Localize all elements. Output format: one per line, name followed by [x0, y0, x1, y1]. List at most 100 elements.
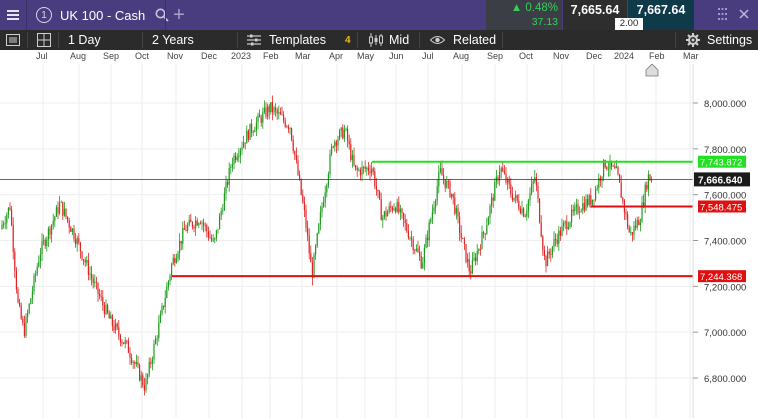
- candle-body: [470, 271, 472, 274]
- candle-body: [358, 169, 360, 171]
- candle-body: [295, 155, 297, 161]
- candle-body: [31, 291, 33, 299]
- candle-body: [196, 220, 198, 226]
- settings-button[interactable]: Settings: [686, 30, 752, 50]
- candle-body: [374, 171, 376, 186]
- candle-body: [35, 274, 37, 276]
- price-chart[interactable]: 7,743.872 7,548.475 7,244.368 7,666.640 8,0…: [0, 64, 758, 418]
- candle-body: [297, 160, 299, 175]
- minimize-icon[interactable]: [718, 8, 728, 20]
- candle-body: [108, 312, 110, 319]
- candle-body: [219, 215, 221, 230]
- candle-body: [585, 199, 587, 211]
- candle-body: [46, 239, 48, 246]
- candle-body: [555, 239, 557, 240]
- candle-body: [433, 207, 435, 212]
- candle-body: [60, 201, 62, 203]
- close-icon[interactable]: [739, 9, 749, 19]
- add-chart-button[interactable]: +: [165, 0, 192, 30]
- candle-body: [236, 157, 238, 160]
- time-axis-label: Jul: [36, 51, 48, 61]
- templates-button[interactable]: Templates 4: [247, 30, 351, 50]
- candle-body: [321, 206, 323, 213]
- interval-dropdown[interactable]: 1 Day: [68, 30, 101, 50]
- search-icon[interactable]: [155, 8, 169, 22]
- candle-body: [315, 246, 317, 255]
- candle-body: [367, 167, 369, 171]
- candle-body: [302, 194, 304, 203]
- candle-body: [300, 178, 302, 195]
- time-axis-label: Apr: [329, 51, 344, 61]
- candle-body: [564, 221, 566, 224]
- candle-body: [390, 206, 392, 208]
- candle-body: [641, 202, 643, 222]
- candle-body: [225, 182, 227, 194]
- candle-body: [636, 220, 638, 228]
- candle-body: [169, 275, 171, 282]
- candle-body: [633, 226, 635, 235]
- candle-body: [486, 225, 488, 234]
- candle-body: [471, 259, 473, 274]
- candle-body: [182, 228, 184, 244]
- candle-body: [167, 281, 169, 287]
- candle-body: [235, 155, 237, 160]
- related-button[interactable]: Related: [430, 30, 496, 50]
- candle-body: [91, 273, 93, 279]
- candle-body: [595, 188, 597, 200]
- candle-body: [94, 281, 96, 283]
- candle-body: [41, 240, 43, 255]
- period-dropdown[interactable]: 2 Years: [152, 30, 194, 50]
- candle-body: [388, 206, 390, 212]
- candle-body: [249, 123, 251, 140]
- price-type-dropdown[interactable]: Mid: [368, 30, 409, 50]
- candle-body: [190, 219, 192, 223]
- candle-body: [539, 198, 541, 223]
- candle-body: [468, 259, 470, 272]
- price-type-label: Mid: [389, 33, 410, 47]
- candle-body: [265, 107, 267, 117]
- candle-body: [627, 214, 629, 228]
- candle-body: [147, 374, 149, 379]
- candle-body: [211, 237, 213, 241]
- candle-body: [361, 166, 363, 176]
- main-menu-button[interactable]: [0, 0, 27, 30]
- candle-body: [158, 322, 160, 339]
- candle-body: [254, 130, 256, 133]
- candle-body: [185, 229, 187, 231]
- layout-button[interactable]: [37, 30, 51, 50]
- time-axis-label: Oct: [519, 51, 534, 61]
- candle-body: [123, 342, 125, 344]
- candle-body: [243, 142, 245, 148]
- candle-body: [503, 171, 505, 174]
- candle-body: [598, 178, 600, 189]
- candle-body: [22, 318, 24, 323]
- candle-body: [548, 251, 550, 255]
- time-scroll-handle[interactable]: [645, 64, 659, 77]
- candle-body: [54, 216, 56, 221]
- candle-body: [175, 258, 177, 263]
- candle-body: [19, 302, 21, 306]
- candle-body: [131, 357, 133, 363]
- candle-body: [70, 227, 72, 232]
- current-price-label: 7,666.640: [698, 175, 743, 186]
- candle-body: [563, 223, 565, 227]
- candle-body: [422, 262, 424, 269]
- candle-body: [201, 222, 203, 224]
- change-percent-value: 0.48%: [525, 2, 558, 14]
- candle-body: [209, 237, 211, 239]
- candle-body: [43, 239, 45, 241]
- time-axis-label: Oct: [135, 51, 150, 61]
- candle-body: [427, 237, 429, 241]
- candle-body: [401, 208, 403, 214]
- chart-menu-button[interactable]: [6, 30, 20, 50]
- candle-body: [566, 221, 568, 230]
- candle-body: [583, 203, 585, 211]
- level-tag: [698, 200, 746, 213]
- instrument-selector[interactable]: 1 UK 100 - Cash: [36, 0, 169, 30]
- candle-body: [102, 297, 104, 305]
- candle-body: [475, 257, 477, 262]
- window-controls: [718, 8, 749, 20]
- candle-body: [124, 340, 126, 344]
- candle-body: [348, 141, 350, 145]
- candle-body: [203, 222, 205, 226]
